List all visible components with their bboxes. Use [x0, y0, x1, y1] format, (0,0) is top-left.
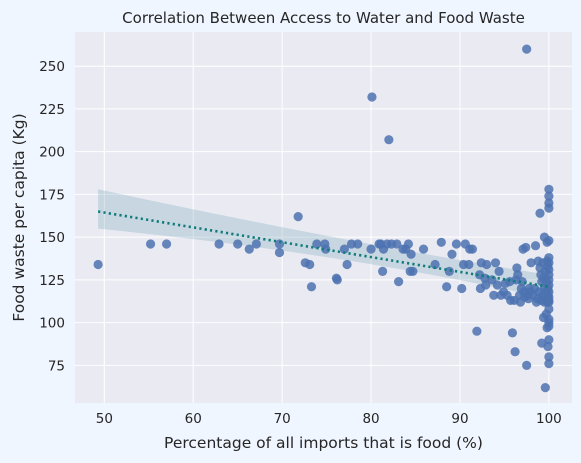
scatter-point — [521, 242, 531, 253]
scatter-point — [512, 263, 522, 273]
scatter-point — [544, 304, 554, 314]
y-tick-labels: 75 100 125 150 175 200 225 250 — [39, 59, 65, 374]
scatter-point — [457, 283, 467, 294]
scatter-point — [544, 198, 554, 208]
x-axis-label: Percentage of all imports that is food (… — [164, 434, 483, 452]
scatter-point — [366, 244, 376, 254]
gridlines — [75, 32, 572, 403]
scatter-point — [436, 237, 446, 247]
regression-line — [97, 210, 550, 289]
scatter-point — [430, 259, 440, 270]
scatter-point — [145, 239, 156, 249]
scatter-point — [321, 244, 331, 254]
scatter-point — [540, 383, 550, 393]
scatter-point — [544, 265, 554, 275]
scatter-point — [342, 259, 352, 270]
scatter-point — [494, 266, 504, 276]
scatter-point — [306, 282, 317, 292]
scatter-point — [544, 352, 554, 362]
scatter-point — [447, 249, 457, 259]
y-tick-label: 125 — [39, 273, 65, 289]
scatter-point — [472, 326, 482, 336]
scatter-point — [513, 270, 523, 280]
scatter-point — [510, 347, 520, 357]
scatter-point — [544, 295, 554, 306]
scatter-point — [251, 239, 261, 249]
plot-area — [75, 32, 572, 403]
scatter-point — [353, 239, 363, 249]
scatter-point — [535, 208, 545, 218]
scatter-point — [482, 259, 492, 270]
scatter-point — [543, 341, 553, 352]
y-tick-label: 75 — [48, 358, 65, 374]
scatter-point — [384, 135, 394, 145]
scatter-point — [526, 258, 536, 268]
scatter-point — [507, 328, 518, 338]
scatter-point — [394, 277, 404, 287]
scatter-point — [305, 259, 315, 270]
points-layer — [93, 44, 554, 393]
scatter-point — [544, 258, 554, 268]
scatter-point — [339, 244, 349, 254]
y-tick-label: 175 — [39, 187, 65, 203]
x-tick-label: 90 — [451, 411, 468, 427]
scatter-point — [544, 335, 554, 345]
scatter-point — [464, 259, 474, 270]
scatter-point — [406, 249, 416, 259]
scatter-point — [492, 280, 502, 290]
scatter-point — [522, 360, 532, 370]
scatter-point — [233, 239, 243, 249]
scatter-point — [274, 239, 285, 249]
y-axis-label: Food waste per capita (Kg) — [10, 113, 28, 321]
y-tick-label: 250 — [39, 59, 65, 75]
x-tick-label: 60 — [185, 411, 202, 427]
scatter-point — [544, 318, 554, 328]
scatter-point — [481, 280, 491, 290]
scatter-point — [244, 244, 254, 254]
scatter-point — [530, 241, 541, 251]
x-tick-label: 50 — [96, 411, 113, 427]
scatter-point — [392, 239, 402, 249]
scatter-point — [544, 184, 554, 194]
y-tick-label: 100 — [39, 316, 65, 332]
scatter-point — [332, 275, 342, 285]
scatter-point — [274, 247, 285, 258]
scatter-point — [408, 266, 418, 276]
scatter-point — [544, 191, 554, 201]
y-tick-label: 150 — [39, 230, 65, 246]
x-tick-labels: 50 60 70 80 90 100 — [96, 411, 562, 427]
scatter-point — [418, 244, 429, 254]
regression-line-layer — [97, 210, 550, 289]
scatter-point — [214, 239, 224, 249]
scatter-point — [442, 282, 452, 292]
scatter-point — [490, 258, 501, 268]
scatter-point — [489, 290, 499, 300]
scatter-point — [522, 44, 532, 54]
scatter-point — [403, 239, 414, 249]
scatter-point — [451, 239, 462, 249]
y-tick-label: 225 — [39, 102, 65, 118]
scatter-point — [93, 259, 103, 270]
scatter-point — [444, 266, 454, 276]
x-tick-label: 100 — [536, 411, 562, 427]
x-tick-label: 80 — [362, 411, 379, 427]
scatter-point — [544, 359, 554, 369]
scatter-point — [161, 239, 172, 249]
scatter-point — [312, 239, 322, 249]
scatter-point — [367, 92, 377, 102]
scatter-point — [544, 275, 554, 285]
scatter-point — [467, 244, 478, 254]
scatter-point — [544, 235, 554, 246]
scatter-point — [378, 266, 388, 276]
y-tick-label: 200 — [39, 145, 65, 161]
scatter-point — [293, 212, 303, 222]
x-tick-label: 70 — [274, 411, 291, 427]
chart-title: Correlation Between Access to Water and … — [122, 9, 525, 27]
